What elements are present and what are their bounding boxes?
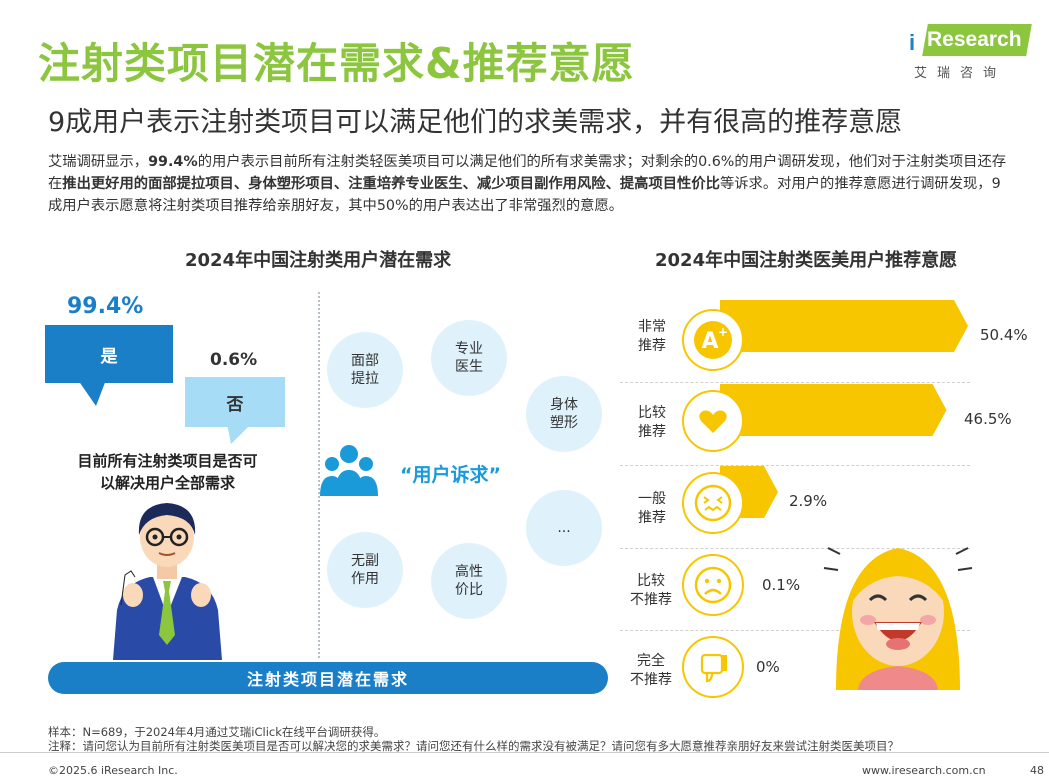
footer-sample: 样本：N=689，于2024年4月通过艾瑞iClick在线平台调研获得。 [48, 725, 386, 739]
row-label-line-2: 推荐 [638, 338, 666, 354]
intro-bold-2: 推出更好用的面部提拉项目、身体塑形项目、注重培养专业医生、减少项目副作用风险、提… [62, 176, 720, 192]
question-line-2: 以解决用户全部需求 [99, 474, 235, 492]
need-line-1: 身体 [550, 397, 578, 413]
right-section-title: 2024年中国注射类医美用户推荐意愿 [655, 250, 958, 271]
row-label-line-2: 不推荐 [630, 672, 672, 688]
need-circle-no-side-effect: 无副 作用 [327, 532, 403, 608]
row-label-recommend: 比较 推荐 [630, 404, 674, 442]
footer-copyright: ©2025.6 iResearch Inc. [48, 764, 178, 777]
need-line-2: 医生 [455, 359, 483, 375]
row-label-line-1: 非常 [638, 319, 666, 335]
row-separator [620, 465, 970, 466]
page-title: 注射类项目潜在需求&推荐意愿 [38, 39, 635, 88]
no-label: 否 [226, 394, 244, 415]
need-line-1: 高性 [455, 564, 483, 580]
need-line-1: 无副 [351, 553, 379, 569]
row-label-never-recommend: 完全 不推荐 [624, 652, 678, 690]
thumbs-down-icon [682, 636, 744, 698]
logo-chinese: 艾瑞咨询 [914, 66, 1007, 81]
row-separator [620, 382, 970, 383]
sad-face-icon [682, 554, 744, 616]
heart-icon-graphic [694, 402, 732, 440]
row-label-very-recommend: 非常 推荐 [630, 318, 674, 356]
need-line-1: 专业 [455, 341, 483, 357]
recommend-bar-very [720, 300, 968, 352]
row-label-line-1: 比较 [637, 573, 665, 589]
awkward-face-icon [682, 472, 744, 534]
need-circle-value: 高性 价比 [431, 543, 507, 619]
thumbs-down-icon-graphic [700, 653, 727, 683]
intro-text-2: 的用户表示目前所有注射类轻医美项目可以满足他们的所有求美需求；对剩余的0.6%的… [48, 154, 1007, 192]
businessman-illustration [113, 503, 222, 660]
grade-a-plus-icon: A + [682, 309, 744, 371]
yes-bubble-tail [78, 380, 106, 406]
intro-text-1: 艾瑞调研显示， [48, 154, 149, 170]
need-line-2: 提拉 [351, 371, 379, 387]
need-line-2: 价比 [455, 582, 483, 598]
row-label-line-1: 完全 [637, 653, 665, 669]
users-group-icon [320, 445, 378, 496]
yes-bubble: 是 [45, 325, 173, 383]
awkward-face-icon-graphic [694, 484, 732, 522]
row-label-line-2: 不推荐 [630, 592, 672, 608]
left-divider [318, 292, 320, 658]
footer-note: 注释：请问您认为目前所有注射类医美项目是否可以解决您的求美需求？请问您还有什么样… [48, 739, 899, 753]
question-text: 目前所有注射类项目是否可 以解决用户全部需求 [55, 450, 280, 494]
laughing-woman-illustration [823, 547, 973, 690]
heart-icon [682, 390, 744, 452]
need-circle-doctor: 专业 医生 [431, 320, 507, 396]
needs-label: “用户诉求” [400, 464, 501, 486]
need-line-2: 作用 [351, 571, 379, 587]
svg-text:A: A [701, 329, 718, 354]
need-circle-body-shaping: 身体 塑形 [526, 376, 602, 452]
intro-text-3: 等诉求。对用户的推荐意愿进行调研发现，9成用户表示愿意将注射类项目推荐给亲朋好友… [48, 176, 1001, 214]
value-neutral: 2.9% [789, 492, 828, 510]
no-bubble-tail [227, 424, 251, 444]
row-label-line-2: 推荐 [638, 424, 666, 440]
yes-percentage: 99.4% [67, 294, 144, 319]
no-percentage: 0.6% [210, 350, 258, 370]
intro-bold-1: 99.4% [148, 154, 198, 170]
yes-label: 是 [100, 346, 118, 367]
question-line-1: 目前所有注射类项目是否可 [77, 452, 258, 470]
need-line-2: 塑形 [550, 415, 578, 431]
intro-paragraph: 艾瑞调研显示，99.4%的用户表示目前所有注射类轻医美项目可以满足他们的所有求美… [48, 151, 1008, 217]
recommend-bars [720, 300, 968, 518]
value-recommend: 46.5% [964, 410, 1012, 428]
row-label-neutral: 一般 推荐 [630, 490, 674, 528]
left-section-title: 2024年中国注射类用户潜在需求 [185, 250, 452, 271]
bottom-bar: 注射类项目潜在需求 [48, 662, 608, 694]
svg-text:+: + [718, 325, 728, 339]
excitement-lines [823, 547, 973, 571]
need-circle-more: ... [526, 490, 602, 566]
row-label-line-1: 比较 [638, 405, 666, 421]
page-subtitle: 9成用户表示注射类项目可以满足他们的求美需求，并有很高的推荐意愿 [48, 107, 903, 138]
need-line-1: ... [557, 520, 571, 536]
sad-face-icon-graphic [694, 566, 732, 604]
bottom-bar-label: 注射类项目潜在需求 [246, 670, 409, 689]
no-bubble: 否 [185, 377, 285, 427]
footer-divider [0, 752, 1049, 753]
logo-i: i [909, 30, 916, 55]
row-label-line-1: 一般 [638, 491, 666, 507]
value-not-recommend: 0.1% [762, 576, 801, 594]
recommend-bar-recommend [720, 384, 947, 436]
need-circle-face-lift: 面部 提拉 [327, 332, 403, 408]
page-number: 48 [1030, 764, 1044, 777]
value-never-recommend: 0% [756, 658, 780, 676]
value-very-recommend: 50.4% [980, 326, 1028, 344]
logo-brand: Research [927, 28, 1022, 51]
footer-website: www.iresearch.com.cn [862, 764, 986, 777]
row-separator [620, 630, 970, 631]
row-label-line-2: 推荐 [638, 510, 666, 526]
need-line-1: 面部 [351, 353, 379, 369]
row-label-not-recommend: 比较 不推荐 [624, 572, 678, 610]
grade-a-plus-icon-graphic: A + [694, 321, 732, 359]
row-separator [620, 548, 970, 549]
